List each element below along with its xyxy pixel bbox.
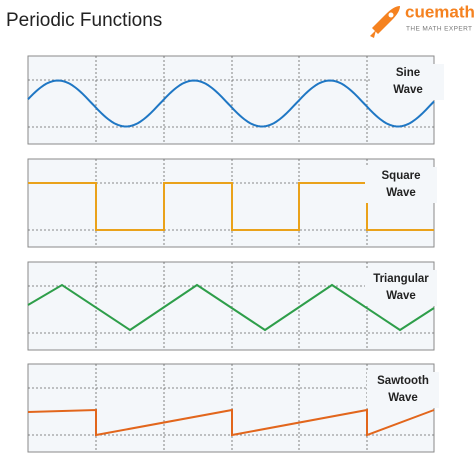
brand: cuemath: [405, 2, 474, 21]
logo: cuemath THE MATH EXPERT: [370, 2, 474, 38]
panel-label: Sine: [396, 67, 420, 79]
rocket-window: [388, 12, 394, 18]
waveform: [27, 283, 435, 332]
rocket-icon: [372, 6, 400, 34]
waveform: [27, 408, 435, 437]
rocket-flame: [370, 30, 376, 38]
label-box: [367, 372, 439, 408]
waveform: [27, 79, 435, 128]
label-box: [365, 270, 437, 306]
panel-label: Square: [382, 170, 421, 182]
panel-label: Sawtooth: [377, 375, 429, 387]
panel-label: Wave: [393, 84, 423, 96]
panel-label: Wave: [386, 290, 416, 302]
panel-label: Triangular: [373, 273, 429, 285]
label-box: [372, 64, 444, 100]
tagline: THE MATH EXPERT: [406, 26, 472, 33]
panel-label: Wave: [388, 392, 418, 404]
label-box: [365, 167, 437, 203]
panel-label: Wave: [386, 187, 416, 199]
title: Periodic Functions: [6, 10, 162, 31]
